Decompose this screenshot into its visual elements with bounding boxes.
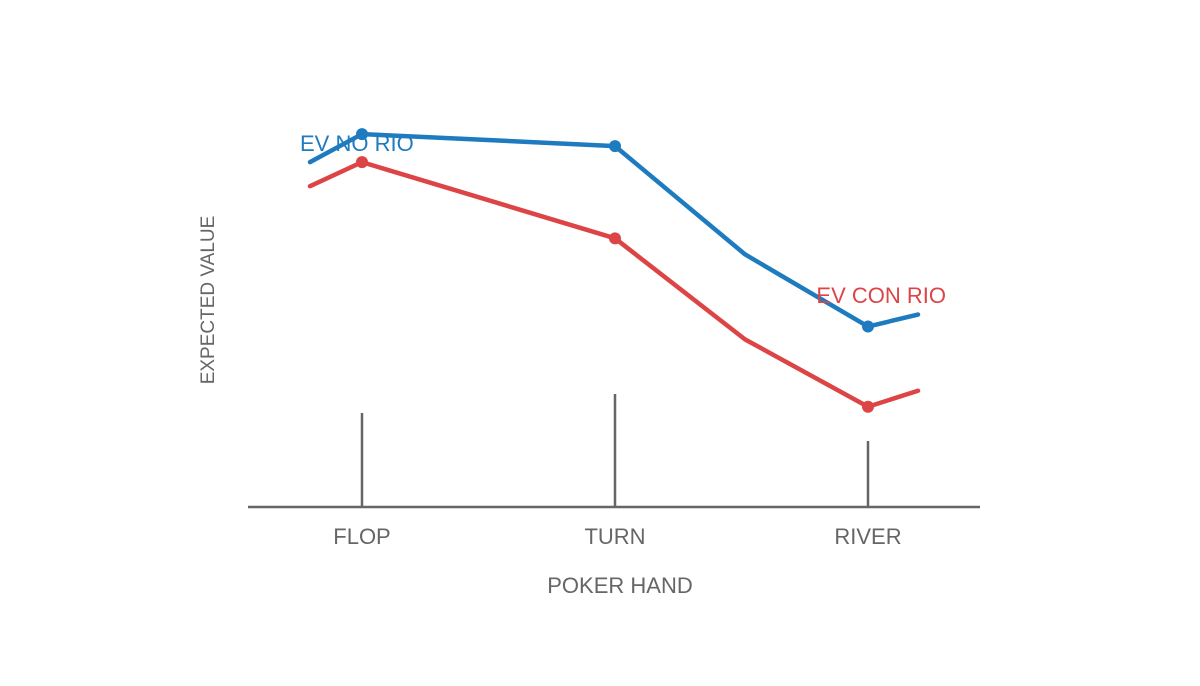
series-label-ev-con-rio: EV CON RIO [816,283,946,308]
series-group: EV NO RIO EV CON RIO [300,128,946,413]
series-ev-con-rio: EV CON RIO [307,156,946,413]
series-line-ev-no-rio [307,131,921,329]
data-point-ev-no-rio-turn [609,140,621,153]
data-point-ev-con-rio-river [862,400,874,413]
y-axis-label: EXPECTED VALUE [198,216,219,385]
data-point-ev-no-rio-river [862,320,874,333]
series-label-ev-no-rio: EV NO RIO [300,131,414,156]
x-tick-label-turn: TURN [584,524,645,549]
data-point-ev-no-rio-flop [356,128,368,141]
x-axis-tick-labels: FLOP TURN RIVER [333,524,901,549]
data-point-ev-con-rio-turn [609,232,621,245]
series-line-ev-con-rio [307,159,921,409]
x-tick-label-flop: FLOP [333,524,390,549]
series-ev-no-rio: EV NO RIO [300,128,921,333]
data-point-ev-con-rio-flop [356,156,368,169]
x-axis-label: POKER HAND [547,573,692,598]
x-tick-label-river: RIVER [834,524,901,549]
x-axis-ticks [360,394,870,507]
